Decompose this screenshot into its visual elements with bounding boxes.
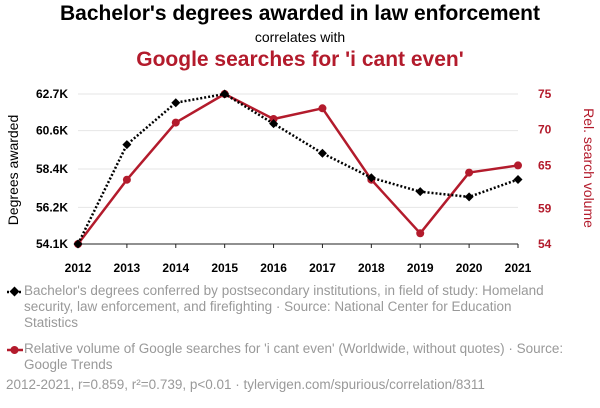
- y-right-tick-label: 75: [538, 87, 552, 101]
- point-searches: [465, 168, 474, 177]
- legend-marker-searches: [7, 346, 23, 354]
- x-tick-label: 2012: [65, 261, 92, 275]
- y-axis-left-ticks: 54.1K 56.2K 58.4K 60.6K 62.7K: [36, 87, 68, 251]
- gridlines: [78, 93, 518, 245]
- x-tick-label: 2013: [114, 261, 141, 275]
- footer-stats: 2012-2021, r=0.859, r²=0.739, p<0.01 · t…: [6, 377, 485, 392]
- y-axis-left-label: Degrees awarded: [5, 115, 21, 226]
- point-degrees: [366, 173, 376, 183]
- legend-item-degrees: Bachelor's degrees conferred by postseco…: [6, 283, 566, 331]
- y-right-tick-label: 70: [538, 123, 552, 137]
- y-axis-right-ticks: 54 59 65 70 75: [538, 87, 552, 251]
- point-searches: [318, 104, 327, 113]
- point-degrees: [73, 239, 83, 249]
- y-right-tick-label: 59: [538, 201, 552, 215]
- legend-label-searches: Relative volume of Google searches for '…: [24, 341, 564, 372]
- y-right-tick-label: 65: [538, 158, 552, 172]
- point-degrees: [171, 98, 181, 108]
- x-tick-label: 2019: [407, 261, 434, 275]
- point-degrees: [220, 89, 230, 99]
- point-searches: [122, 175, 131, 184]
- series-line-searches: [77, 92, 519, 245]
- y-axis-right-label: Rel. search volume: [581, 108, 597, 228]
- x-axis-ticks: 2012 2013 2014 2015 2016 2017 2018 2019 2020 2021: [65, 243, 532, 275]
- x-tick-label: 2021: [505, 261, 532, 275]
- x-tick-label: 2016: [260, 261, 287, 275]
- y-left-tick-label: 60.6K: [36, 124, 68, 138]
- x-tick-label: 2015: [211, 261, 238, 275]
- point-degrees: [415, 187, 425, 197]
- chart-title: Bachelor's degrees awarded in law enforc…: [60, 2, 540, 25]
- series-line-degrees: [76, 92, 519, 245]
- y-left-tick-label: 62.7K: [36, 87, 68, 101]
- point-searches: [171, 118, 180, 127]
- point-searches: [514, 161, 522, 170]
- x-tick-label: 2018: [358, 261, 385, 275]
- chart-title-secondary: Google searches for 'i cant even': [136, 48, 464, 71]
- point-searches: [416, 229, 425, 238]
- point-degrees: [464, 192, 474, 202]
- x-tick-label: 2014: [162, 261, 189, 275]
- legend-item-searches: Relative volume of Google searches for '…: [6, 341, 566, 373]
- x-tick-label: 2017: [309, 261, 336, 275]
- chart-subtitle: correlates with: [254, 29, 346, 45]
- y-left-tick-label: 56.2K: [36, 200, 68, 214]
- y-right-tick-label: 54: [538, 237, 552, 251]
- series-layer: [73, 89, 523, 249]
- legend-label-degrees: Bachelor's degrees conferred by postseco…: [24, 283, 544, 330]
- point-degrees: [269, 119, 279, 129]
- y-left-tick-label: 58.4K: [36, 162, 68, 176]
- point-degrees: [122, 140, 132, 150]
- y-left-tick-label: 54.1K: [36, 237, 68, 251]
- point-searches: [269, 115, 278, 123]
- x-tick-label: 2020: [456, 261, 483, 275]
- point-degrees: [317, 148, 327, 158]
- point-degrees: [513, 174, 523, 184]
- legend-marker-degrees: [7, 286, 23, 297]
